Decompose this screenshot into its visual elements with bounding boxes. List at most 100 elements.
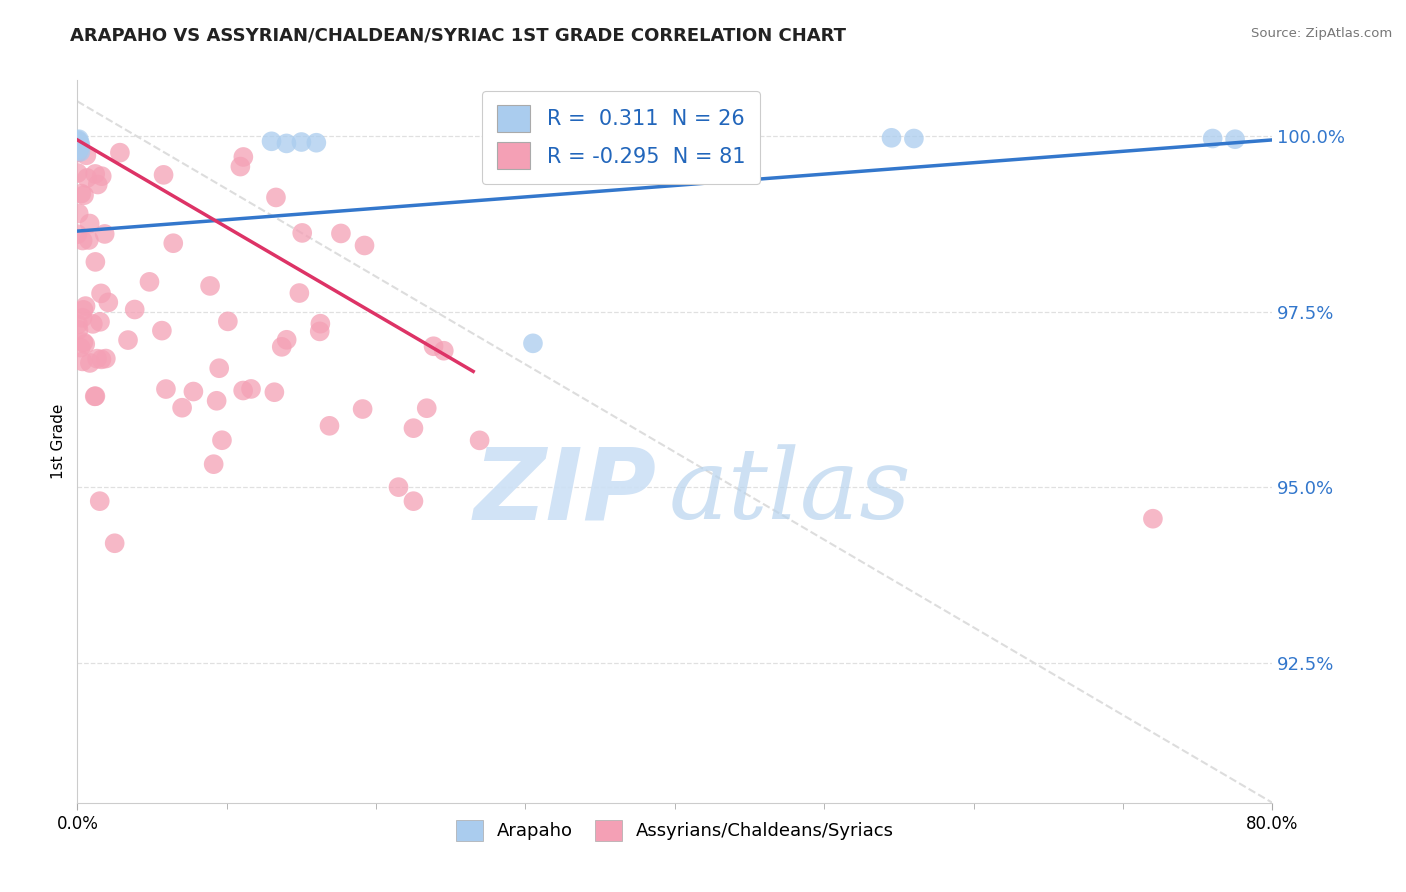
Point (84, 167, 107, 181)
Point (75, 337, 97, 351)
Point (290, 135, 312, 149)
Point (67, 144, 90, 158)
Point (83, 389, 105, 403)
Point (387, 480, 409, 494)
Point (152, 168, 174, 182)
Point (89, 494, 111, 508)
Point (433, 343, 456, 358)
Point (172, 401, 194, 415)
Text: Source: ZipAtlas.com: Source: ZipAtlas.com (1251, 27, 1392, 40)
Point (276, 333, 298, 347)
Point (276, 136, 298, 151)
Point (66, 133, 89, 147)
Point (66, 135, 89, 149)
Point (150, 324, 173, 338)
Legend: Arapaho, Assyrians/Chaldeans/Syriacs: Arapaho, Assyrians/Chaldeans/Syriacs (449, 813, 901, 848)
Point (880, 130, 903, 145)
Point (903, 131, 925, 145)
Point (291, 226, 314, 240)
Point (208, 361, 231, 376)
Point (229, 160, 252, 174)
Point (66, 145, 89, 160)
Point (1142, 512, 1164, 526)
Point (183, 384, 205, 399)
Point (79, 356, 101, 370)
Point (67, 132, 90, 146)
Point (308, 325, 330, 339)
Point (353, 238, 375, 252)
Point (155, 382, 177, 396)
Point (138, 275, 160, 289)
Point (72, 302, 94, 317)
Point (1223, 132, 1246, 146)
Point (84, 255, 107, 269)
Point (72, 335, 94, 350)
Point (66, 166, 89, 180)
Point (522, 134, 544, 148)
Point (79, 217, 101, 231)
Point (75, 148, 97, 162)
Point (124, 302, 146, 317)
Point (108, 145, 131, 160)
Point (90, 169, 112, 184)
Point (82, 317, 104, 331)
Point (402, 421, 425, 435)
Point (89, 315, 111, 329)
Point (66, 136, 89, 151)
Point (260, 134, 283, 148)
Point (117, 333, 139, 347)
Point (90, 352, 112, 367)
Point (77, 233, 100, 247)
Point (66, 140, 89, 154)
Point (217, 314, 239, 328)
Point (329, 227, 352, 241)
Point (288, 286, 311, 301)
Point (66, 318, 89, 332)
Text: ZIP: ZIP (474, 443, 657, 541)
Point (422, 339, 444, 353)
Point (402, 494, 425, 508)
Point (198, 279, 221, 293)
Point (67, 142, 90, 156)
Point (90, 286, 112, 301)
Point (104, 536, 127, 550)
Point (416, 401, 439, 416)
Point (232, 150, 254, 164)
Point (318, 418, 340, 433)
Text: atlas: atlas (669, 444, 911, 540)
Point (211, 434, 233, 448)
Point (97, 295, 120, 310)
Point (162, 236, 184, 251)
Point (94, 351, 117, 366)
Point (240, 382, 263, 396)
Point (67, 323, 90, 337)
Point (468, 434, 491, 448)
Point (73, 188, 96, 202)
Point (87, 178, 110, 192)
Point (75, 299, 97, 313)
Point (69, 140, 91, 154)
Point (66, 145, 89, 159)
Point (84, 389, 107, 403)
Point (270, 340, 292, 354)
Point (66, 138, 89, 153)
Point (67, 206, 90, 220)
Point (205, 393, 228, 408)
Point (69, 137, 91, 152)
Point (264, 190, 287, 204)
Point (76, 171, 98, 186)
Point (202, 457, 225, 471)
Y-axis label: 1st Grade: 1st Grade (51, 404, 66, 479)
Point (67, 137, 90, 152)
Point (67, 134, 90, 148)
Point (86, 351, 108, 366)
Point (232, 384, 254, 398)
Point (305, 136, 328, 150)
Point (1202, 131, 1225, 145)
Text: ARAPAHO VS ASSYRIAN/CHALDEAN/SYRIAC 1ST GRADE CORRELATION CHART: ARAPAHO VS ASSYRIAN/CHALDEAN/SYRIAC 1ST … (70, 27, 846, 45)
Point (263, 385, 285, 400)
Point (352, 402, 374, 417)
Point (66, 227, 89, 242)
Point (70, 186, 93, 201)
Point (529, 134, 551, 148)
